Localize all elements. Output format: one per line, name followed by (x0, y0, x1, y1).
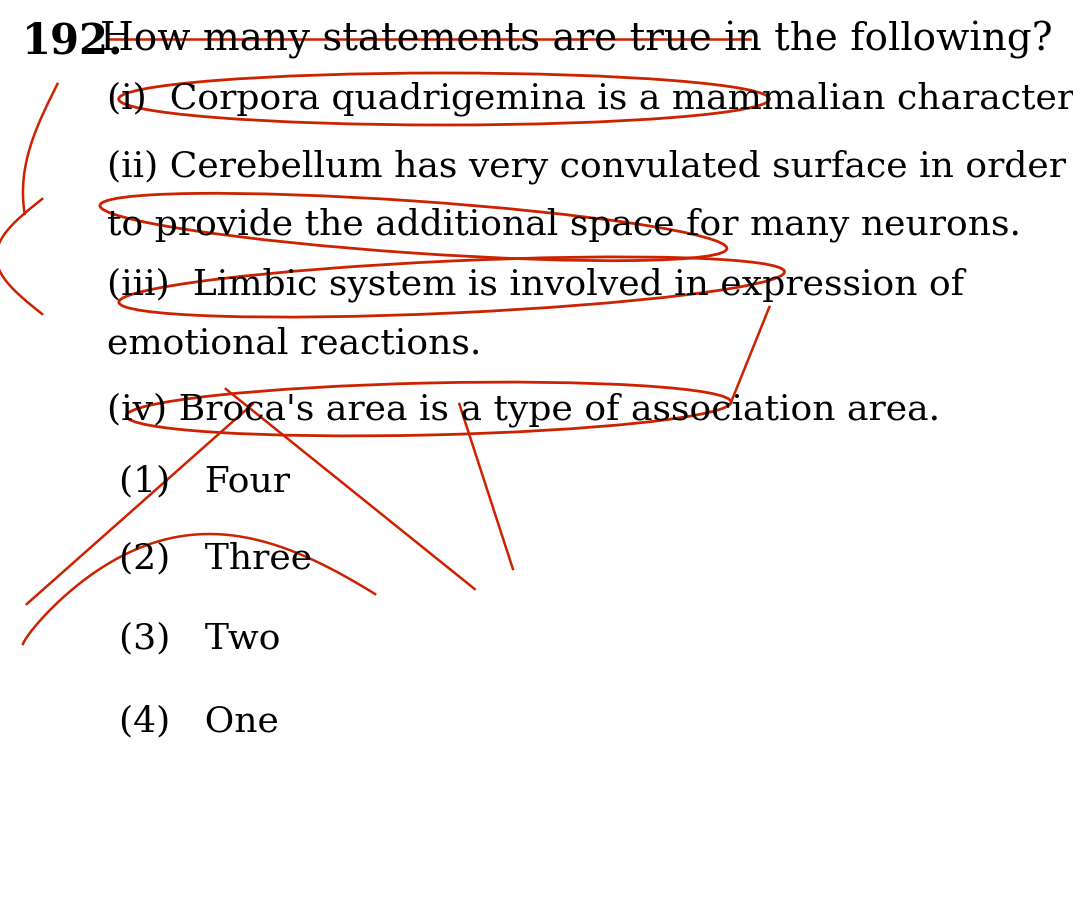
Text: (ii) Cerebellum has very convulated surface in order: (ii) Cerebellum has very convulated surf… (107, 149, 1067, 183)
Text: (2)   Three: (2) Three (119, 541, 312, 575)
Text: (iii)  Limbic system is involved in expression of: (iii) Limbic system is involved in expre… (107, 267, 965, 301)
Text: 192.: 192. (21, 21, 123, 63)
Text: emotional reactions.: emotional reactions. (107, 327, 482, 361)
Text: (i)  Corpora quadrigemina is a mammalian character.: (i) Corpora quadrigemina is a mammalian … (107, 81, 1073, 116)
Text: How many statements are true in the following?: How many statements are true in the foll… (100, 21, 1053, 59)
Text: to provide the additional space for many neurons.: to provide the additional space for many… (107, 207, 1021, 242)
Text: (3)   Two: (3) Two (119, 621, 280, 655)
Text: (iv) Broca's area is a type of association area.: (iv) Broca's area is a type of associati… (107, 392, 940, 426)
Text: (1)   Four: (1) Four (119, 464, 290, 498)
Text: (4)   One: (4) One (119, 704, 279, 738)
